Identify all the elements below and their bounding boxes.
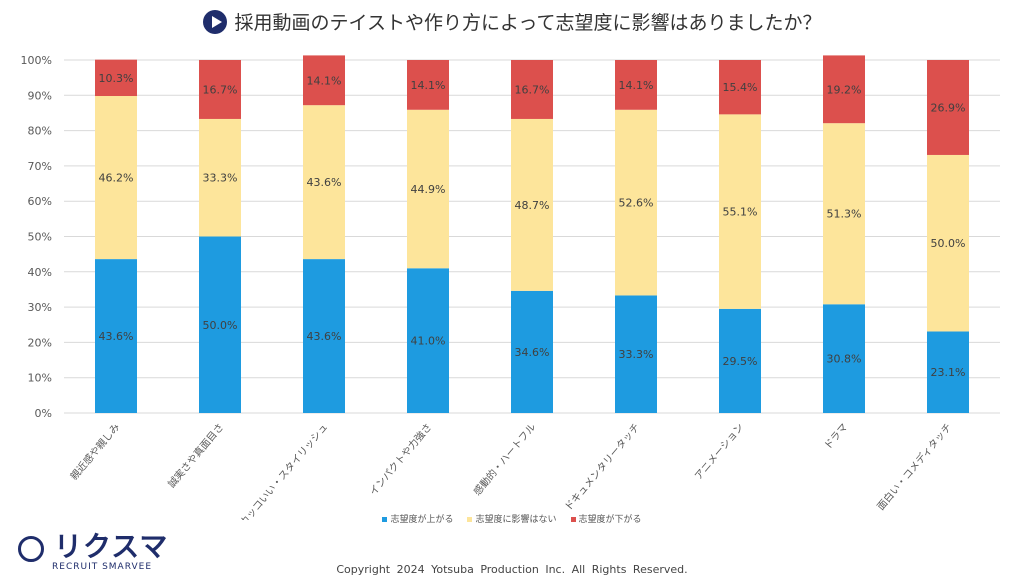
y-tick-label: 50% — [28, 231, 52, 244]
y-tick-label: 70% — [28, 160, 52, 173]
x-tick-label: ドキュメンタリータッチ — [562, 421, 642, 513]
bar-segment — [199, 236, 241, 413]
bar-segment — [927, 331, 969, 413]
bar-segment — [927, 154, 969, 332]
data-label: 41.0% — [411, 335, 446, 348]
legend-item: 志望度が下がる — [570, 512, 642, 525]
legend-label: 志望度に影響はない — [475, 515, 557, 525]
legend-label: 志望度が上がる — [390, 515, 454, 525]
bar-segment — [719, 60, 761, 115]
play-icon — [202, 9, 227, 34]
logo-text: リクスマ — [54, 530, 169, 563]
copyright: Copyright 2024 Yotsuba Production Inc. A… — [336, 563, 688, 576]
bar-segment — [511, 118, 553, 291]
bar-segment — [511, 290, 553, 413]
data-label: 52.6% — [619, 197, 654, 210]
bar-segment — [823, 55, 865, 124]
data-label: 14.1% — [411, 79, 446, 92]
bar-segment — [199, 60, 241, 119]
bar-segment — [615, 60, 657, 110]
data-label: 10.3% — [99, 72, 134, 85]
data-label: 51.3% — [827, 208, 862, 221]
data-label: 14.1% — [619, 79, 654, 92]
chart-title: 採用動画のテイストや作り方によって志望度に影響はありましたか？ — [0, 8, 1024, 35]
data-label: 55.1% — [723, 206, 758, 219]
data-label: 34.6% — [515, 346, 550, 359]
data-label: 33.3% — [619, 348, 654, 361]
data-label: 26.9% — [931, 101, 966, 114]
legend-label: 志望度が下がる — [578, 515, 642, 525]
bar-segment — [95, 96, 137, 260]
magnifier-person-icon — [18, 536, 44, 562]
bar-segment — [823, 304, 865, 413]
logo: リクスマ RECRUIT SMARVEE — [18, 532, 168, 572]
x-tick-label: アニメーション — [693, 422, 746, 482]
x-tick-label: ドラマ — [822, 421, 850, 452]
bar-segment — [199, 118, 241, 237]
data-label: 48.7% — [515, 199, 550, 212]
x-tick-label: 感動的・ハートフル — [470, 421, 538, 498]
data-label: 50.0% — [931, 237, 966, 250]
x-tick-label: インパクトや力強さ — [366, 421, 434, 498]
legend: 志望度が上がる 志望度に影響はない 志望度が下がる — [0, 512, 1024, 525]
legend-swatch — [570, 517, 576, 522]
chart-title-text: 採用動画のテイストや作り方によって志望度に影響はありましたか？ — [234, 12, 822, 34]
data-label: 43.6% — [307, 330, 342, 343]
data-label: 16.7% — [203, 83, 238, 96]
data-label: 14.1% — [307, 74, 342, 87]
x-tick-label: カッコいい・スタイリッシュ — [238, 421, 331, 520]
data-label: 23.1% — [931, 366, 966, 379]
bar-segment — [95, 259, 137, 413]
x-tick-label: 誠実さや真面目さ — [165, 421, 226, 491]
legend-swatch — [467, 517, 473, 522]
data-label: 16.7% — [515, 83, 550, 96]
legend-item: 志望度に影響はない — [467, 512, 557, 525]
legend-item: 志望度が上がる — [382, 512, 453, 525]
bar-segment — [719, 308, 761, 413]
data-label: 43.6% — [307, 176, 342, 189]
data-label: 29.5% — [723, 355, 758, 368]
bar-segment — [719, 114, 761, 309]
data-label: 43.6% — [99, 330, 134, 343]
bar-segment — [615, 295, 657, 413]
y-tick-label: 20% — [28, 336, 52, 349]
legend-swatch — [382, 517, 388, 522]
bar-segment — [615, 109, 657, 296]
bar-segment — [303, 55, 345, 106]
bar-segment — [407, 109, 449, 269]
data-label: 46.2% — [99, 172, 134, 185]
bar-segment — [407, 268, 449, 413]
bar-segment — [927, 60, 969, 155]
x-tick-label: 面白い・コメディタッチ — [874, 421, 954, 513]
y-tick-label: 60% — [28, 195, 52, 208]
data-label: 19.2% — [827, 83, 862, 96]
bar-segment — [823, 123, 865, 305]
y-tick-label: 100% — [21, 54, 52, 67]
bar-segment — [95, 59, 137, 97]
y-tick-label: 40% — [28, 266, 52, 279]
y-tick-label: 30% — [28, 301, 52, 314]
data-label: 15.4% — [723, 81, 758, 94]
bar-segment — [303, 259, 345, 413]
data-label: 50.0% — [203, 319, 238, 332]
bar-segment — [511, 60, 553, 119]
y-tick-label: 90% — [28, 89, 52, 102]
y-tick-label: 80% — [28, 125, 52, 138]
logo-subtext: RECRUIT SMARVEE — [52, 562, 153, 572]
y-tick-label: 0% — [35, 407, 52, 420]
x-tick-label: 親近感や親しみ — [67, 421, 122, 483]
stacked-bar-chart: 0% 10% 20% 30% 40% 50% 60% 70% 80% 90% 100% 43.6% 46… — [21, 54, 1000, 520]
bar-segment — [407, 60, 449, 110]
data-label: 30.8% — [827, 353, 862, 366]
data-label: 33.3% — [203, 172, 238, 185]
bar-segment — [303, 105, 345, 260]
y-tick-label: 10% — [28, 372, 52, 385]
data-label: 44.9% — [411, 183, 446, 196]
